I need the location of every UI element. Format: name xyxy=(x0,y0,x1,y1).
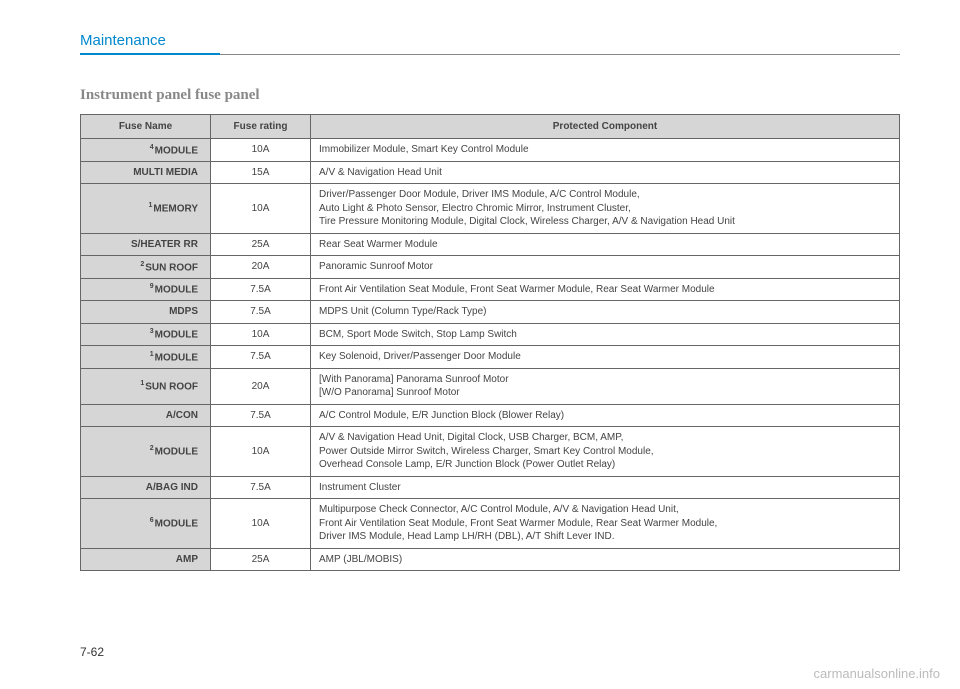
fuse-name-text: MODULE xyxy=(155,329,198,340)
cell-protected-component: Instrument Cluster xyxy=(311,476,900,499)
cell-fuse-name: MDPS xyxy=(81,301,211,324)
cell-fuse-rating: 10A xyxy=(211,139,311,162)
fuse-superscript: 2 xyxy=(150,445,154,452)
fuse-name-text: AMP xyxy=(176,554,198,565)
cell-fuse-name: AMP xyxy=(81,548,211,571)
cell-fuse-rating: 15A xyxy=(211,161,311,184)
cell-protected-component: A/V & Navigation Head Unit, Digital Cloc… xyxy=(311,427,900,477)
cell-fuse-rating: 7.5A xyxy=(211,476,311,499)
cell-fuse-rating: 25A xyxy=(211,233,311,256)
fuse-name-text: S/HEATER RR xyxy=(131,239,198,250)
fuse-superscript: 1 xyxy=(150,351,154,358)
cell-fuse-rating: 20A xyxy=(211,368,311,404)
fuse-name-text: MDPS xyxy=(169,306,198,317)
cell-protected-component: A/C Control Module, E/R Junction Block (… xyxy=(311,404,900,427)
fuse-name-text: SUN ROOF xyxy=(145,381,198,392)
table-row: 3MODULE10ABCM, Sport Mode Switch, Stop L… xyxy=(81,323,900,346)
table-row: S/HEATER RR 25ARear Seat Warmer Module xyxy=(81,233,900,256)
cell-fuse-name: 3MODULE xyxy=(81,323,211,346)
cell-fuse-rating: 10A xyxy=(211,184,311,234)
table-row: 1MEMORY10ADriver/Passenger Door Module, … xyxy=(81,184,900,234)
cell-fuse-rating: 7.5A xyxy=(211,404,311,427)
table-row: MULTI MEDIA 15AA/V & Navigation Head Unit xyxy=(81,161,900,184)
fuse-name-text: A/BAG IND xyxy=(146,482,198,493)
table-header-row: Fuse Name Fuse rating Protected Componen… xyxy=(81,115,900,139)
cell-fuse-rating: 10A xyxy=(211,499,311,549)
cell-fuse-name: 9MODULE xyxy=(81,278,211,301)
cell-protected-component: [With Panorama] Panorama Sunroof Motor[W… xyxy=(311,368,900,404)
fuse-superscript: 6 xyxy=(150,517,154,524)
cell-protected-component: A/V & Navigation Head Unit xyxy=(311,161,900,184)
fuse-name-text: MODULE xyxy=(155,446,198,457)
col-protected-component: Protected Component xyxy=(311,115,900,139)
fuse-superscript: 3 xyxy=(150,328,154,335)
fuse-name-text: MODULE xyxy=(155,352,198,363)
fuse-superscript: 9 xyxy=(150,283,154,290)
cell-fuse-name: 1SUN ROOF xyxy=(81,368,211,404)
cell-fuse-rating: 25A xyxy=(211,548,311,571)
fuse-superscript: 1 xyxy=(148,202,152,209)
fuse-name-text: MULTI MEDIA xyxy=(133,167,198,178)
header-rule xyxy=(80,53,900,55)
fuse-name-text: MODULE xyxy=(155,518,198,529)
cell-fuse-name: A/CON xyxy=(81,404,211,427)
cell-fuse-name: 2MODULE xyxy=(81,427,211,477)
table-row: 2MODULE10AA/V & Navigation Head Unit, Di… xyxy=(81,427,900,477)
table-row: AMP 25AAMP (JBL/MOBIS) xyxy=(81,548,900,571)
fuse-name-text: MODULE xyxy=(155,284,198,295)
table-row: MDPS 7.5AMDPS Unit (Column Type/Rack Type… xyxy=(81,301,900,324)
cell-fuse-name: 1MEMORY xyxy=(81,184,211,234)
table-row: 1SUN ROOF20A[With Panorama] Panorama Sun… xyxy=(81,368,900,404)
page-number: 7-62 xyxy=(80,645,104,659)
cell-protected-component: MDPS Unit (Column Type/Rack Type) xyxy=(311,301,900,324)
cell-fuse-name: S/HEATER RR xyxy=(81,233,211,256)
page-container: Maintenance Instrument panel fuse panel … xyxy=(0,0,960,591)
cell-fuse-rating: 10A xyxy=(211,427,311,477)
header-rule-thin xyxy=(220,54,900,55)
cell-fuse-rating: 10A xyxy=(211,323,311,346)
fuse-superscript: 2 xyxy=(140,261,144,268)
table-row: A/BAG IND 7.5AInstrument Cluster xyxy=(81,476,900,499)
cell-protected-component: Rear Seat Warmer Module xyxy=(311,233,900,256)
fuse-superscript: 1 xyxy=(140,380,144,387)
cell-fuse-name: 2SUN ROOF xyxy=(81,256,211,279)
fuse-name-text: MODULE xyxy=(155,145,198,156)
cell-fuse-name: MULTI MEDIA xyxy=(81,161,211,184)
table-row: A/CON 7.5AA/C Control Module, E/R Junctio… xyxy=(81,404,900,427)
table-row: 2SUN ROOF20APanoramic Sunroof Motor xyxy=(81,256,900,279)
cell-protected-component: Front Air Ventilation Seat Module, Front… xyxy=(311,278,900,301)
cell-protected-component: Panoramic Sunroof Motor xyxy=(311,256,900,279)
header-rule-thick xyxy=(80,53,220,55)
cell-protected-component: Driver/Passenger Door Module, Driver IMS… xyxy=(311,184,900,234)
cell-fuse-rating: 7.5A xyxy=(211,301,311,324)
table-row: 1MODULE7.5AKey Solenoid, Driver/Passenge… xyxy=(81,346,900,369)
table-row: 4MODULE10AImmobilizer Module, Smart Key … xyxy=(81,139,900,162)
cell-protected-component: AMP (JBL/MOBIS) xyxy=(311,548,900,571)
table-row: 9MODULE7.5AFront Air Ventilation Seat Mo… xyxy=(81,278,900,301)
cell-fuse-rating: 20A xyxy=(211,256,311,279)
cell-fuse-name: A/BAG IND xyxy=(81,476,211,499)
section-title: Instrument panel fuse panel xyxy=(80,87,900,104)
fuse-name-text: A/CON xyxy=(166,410,198,421)
cell-fuse-rating: 7.5A xyxy=(211,278,311,301)
cell-protected-component: Key Solenoid, Driver/Passenger Door Modu… xyxy=(311,346,900,369)
table-row: 6MODULE10AMultipurpose Check Connector, … xyxy=(81,499,900,549)
cell-protected-component: BCM, Sport Mode Switch, Stop Lamp Switch xyxy=(311,323,900,346)
fuse-superscript: 4 xyxy=(150,144,154,151)
cell-protected-component: Immobilizer Module, Smart Key Control Mo… xyxy=(311,139,900,162)
col-fuse-rating: Fuse rating xyxy=(211,115,311,139)
cell-fuse-name: 4MODULE xyxy=(81,139,211,162)
fuse-name-text: SUN ROOF xyxy=(145,262,198,273)
cell-fuse-rating: 7.5A xyxy=(211,346,311,369)
fuse-table: Fuse Name Fuse rating Protected Componen… xyxy=(80,114,900,571)
cell-fuse-name: 1MODULE xyxy=(81,346,211,369)
watermark: carmanualsonline.info xyxy=(814,666,940,681)
col-fuse-name: Fuse Name xyxy=(81,115,211,139)
cell-protected-component: Multipurpose Check Connector, A/C Contro… xyxy=(311,499,900,549)
header-tab: Maintenance xyxy=(80,32,900,53)
fuse-name-text: MEMORY xyxy=(153,203,198,214)
cell-fuse-name: 6MODULE xyxy=(81,499,211,549)
